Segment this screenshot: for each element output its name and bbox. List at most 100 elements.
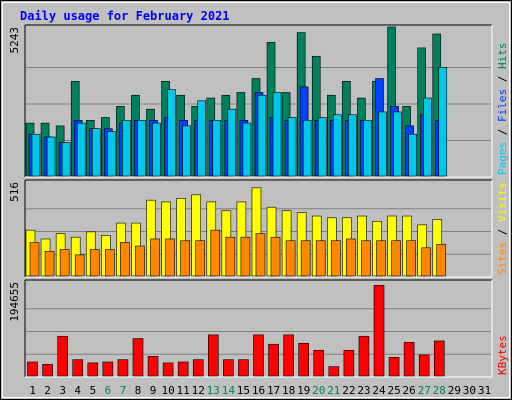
legend-separator: / [496,69,509,89]
x-tick-label: 25 [387,384,400,397]
bar-pages-day-7 [122,120,131,177]
bar-sites-day-23 [361,240,371,277]
bar-pages-day-24 [378,111,387,177]
bar-pages-day-26 [408,133,417,177]
legend-item-pages: Pages [496,142,509,175]
legend: KBytes [496,335,509,375]
x-tick-label: 5 [89,384,96,397]
panel-visits-sites: 516 Sites / Visits [8,179,509,278]
x-tick-label: 28 [433,384,446,397]
bar-sites-day-7 [120,242,130,277]
bar-sites-day-19 [300,240,311,277]
x-tick-label: 10 [161,384,174,397]
bar-kbytes-day-7 [117,359,129,377]
x-tick-label: 20 [312,384,325,397]
bar-sites-day-26 [406,240,416,277]
bar-pages-day-4 [76,122,86,177]
bar-sites-day-1 [29,242,40,277]
bar-kbytes-day-19 [298,342,309,377]
bar-pages-day-22 [348,114,357,177]
bar-pages-day-28 [438,67,448,177]
bar-pages-day-23 [363,120,372,177]
bar-kbytes-day-2 [42,364,53,377]
x-tick-label: 11 [177,384,190,397]
bar-sites-day-2 [44,251,55,277]
bar-pages-day-9 [152,122,161,177]
bar-pages-day-19 [302,120,312,177]
bar-kbytes-day-25 [388,357,400,377]
bar-sites-day-14 [225,236,236,277]
x-tick-label: 2 [44,384,51,397]
x-tick-label: 9 [150,384,157,397]
x-tick-label: 22 [342,384,355,397]
x-tick-label: 13 [207,384,220,397]
legend-separator: / [496,122,509,142]
x-tick-label: 23 [357,384,370,397]
bar-kbytes-day-24 [373,285,385,377]
legend-item-files: Files [496,89,509,122]
bar-pages-day-3 [61,142,71,177]
x-tick-label: 14 [222,384,236,397]
x-tick-label: 12 [192,384,205,397]
legend: Pages / Files / Hits [496,43,509,176]
legend-item-sites: Sites [496,242,509,275]
x-tick-label: 1 [29,384,36,397]
bar-pages-day-1 [31,133,41,177]
bar-sites-day-8 [135,245,145,277]
chart-panels: 5243 Pages / Files / Hits 516 Sites / Visit… [8,24,509,378]
bar-kbytes-day-14 [223,359,234,377]
bar-sites-day-24 [376,240,386,277]
bar-sites-day-11 [180,240,190,277]
x-axis: 1 2 3 4 5 6 7 8 9 10 11 12 13 14 15 16 17 18 19 20 21 22 23 24 2… [29,384,491,397]
bar-sites-day-20 [315,240,326,277]
bar-sites-day-13 [210,229,221,277]
bar-pages-day-27 [423,97,432,177]
panel-kbytes: 194655 KBytes [8,279,509,378]
bar-sites-day-27 [421,247,431,277]
bar-sites-day-5 [89,249,100,277]
bar-sites-day-10 [165,238,175,277]
bar-sites-day-21 [330,240,341,277]
bar-kbytes-day-15 [238,359,249,377]
bar-kbytes-day-28 [433,340,445,377]
legend-separator: / [496,222,509,242]
bar-kbytes-day-20 [313,349,325,377]
x-tick-label: 15 [237,384,250,397]
x-tick-label: 8 [135,384,142,397]
bar-pages-day-2 [46,136,56,177]
bar-pages-day-11 [182,125,191,177]
y-max-label: 516 [8,182,21,202]
bar-sites-day-18 [285,240,296,277]
bar-kbytes-day-18 [283,334,294,377]
bar-pages-day-17 [272,92,282,177]
bar-sites-day-28 [436,243,447,277]
bar-sites-day-25 [391,240,401,277]
x-tick-label: 7 [120,384,127,397]
bar-pages-day-10 [167,89,176,177]
x-tick-label: 19 [297,384,310,397]
x-tick-label: 4 [74,384,81,397]
bar-pages-day-16 [257,94,267,177]
bar-pages-day-12 [197,100,207,177]
bar-kbytes-day-22 [343,349,355,377]
bar-kbytes-day-26 [403,342,415,377]
bar-sites-day-12 [195,240,206,277]
bar-pages-day-18 [287,117,297,177]
legend-item-hits: Hits [496,43,509,70]
x-tick-label: 16 [252,384,265,397]
bar-pages-day-5 [91,128,101,177]
bar-kbytes-day-16 [253,334,264,377]
x-tick-label: 24 [372,384,386,397]
bar-sites-day-9 [150,238,160,277]
bar-pages-day-21 [332,114,342,177]
bar-pages-day-15 [242,122,252,177]
bar-pages-day-8 [137,120,146,177]
x-tick-label: 21 [327,384,340,397]
bar-kbytes-day-27 [418,354,430,377]
legend-item-kbytes: KBytes [496,335,509,375]
bar-kbytes-day-5 [87,362,99,377]
bar-kbytes-day-13 [208,334,219,377]
bar-sites-day-22 [346,238,356,277]
